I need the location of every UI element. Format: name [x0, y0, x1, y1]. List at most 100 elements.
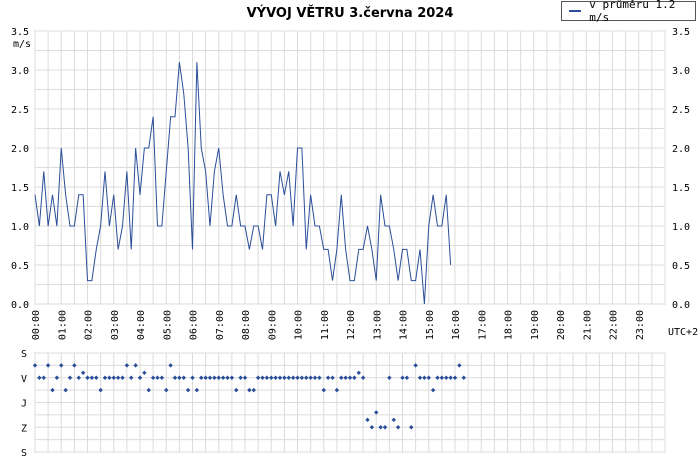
direction-point — [203, 375, 208, 380]
direction-point — [76, 375, 81, 380]
wind-speed-plot: 0.0 0.0 0.5 0.5 1.0 1.0 1.5 1.5 2.0 2.0 2.5 2.5 3.0 3… — [11, 27, 690, 340]
direction-point — [124, 363, 130, 368]
x-tick-label: 20:00 — [556, 310, 567, 340]
direction-point — [229, 375, 235, 380]
direction-point — [32, 363, 38, 368]
direction-point — [247, 387, 252, 393]
direction-point — [448, 375, 453, 380]
y-tick-label-left: 3.0 — [11, 66, 29, 77]
x-tick-label: 15:00 — [425, 310, 436, 340]
direction-point — [422, 375, 427, 380]
x-tick-label: 16:00 — [451, 310, 462, 340]
direction-point — [312, 375, 318, 380]
direction-point — [334, 387, 340, 393]
direction-point — [356, 370, 361, 375]
x-tick-label: 19:00 — [530, 310, 541, 340]
direction-point — [159, 375, 165, 380]
y-tick-label-right: 1.0 — [672, 222, 690, 233]
direction-point — [63, 387, 68, 393]
direction-point — [107, 375, 112, 380]
direction-point — [238, 375, 243, 380]
direction-point — [435, 375, 440, 380]
direction-point — [277, 375, 283, 380]
x-tick-label: 18:00 — [504, 310, 515, 340]
direction-point — [194, 387, 200, 393]
direction-point — [142, 370, 147, 375]
direction-point — [146, 387, 151, 393]
direction-point — [59, 363, 64, 368]
direction-point — [181, 375, 186, 380]
direction-point — [395, 425, 401, 430]
direction-point — [325, 375, 331, 380]
direction-point — [50, 387, 55, 393]
direction-point — [37, 375, 42, 380]
direction-point — [172, 375, 178, 380]
legend-text: v průměru 1.2 m/s — [589, 0, 676, 24]
direction-point — [404, 375, 410, 380]
direction-point — [400, 375, 405, 380]
direction-point — [72, 363, 77, 368]
direction-point — [225, 375, 230, 380]
direction-point — [168, 363, 173, 368]
direction-point — [264, 375, 270, 380]
legend-line-icon — [569, 10, 582, 12]
x-tick-label: 23:00 — [635, 310, 646, 340]
direction-point — [137, 375, 143, 380]
direction-point — [89, 375, 95, 380]
chart-title: VÝVOJ VĚTRU 3.června 2024 — [247, 5, 454, 21]
direction-point — [255, 375, 261, 380]
direction-point — [339, 375, 344, 380]
direction-point — [387, 375, 392, 380]
direction-point — [365, 417, 370, 423]
direction-point — [115, 375, 121, 380]
x-tick-label: 22:00 — [609, 310, 620, 340]
direction-point — [304, 375, 309, 380]
direction-point — [273, 375, 278, 380]
direction-point — [269, 375, 274, 380]
direction-point — [308, 375, 313, 380]
direction-point — [295, 375, 300, 380]
x-tick-label: 11:00 — [320, 310, 331, 340]
direction-point — [457, 363, 462, 368]
direction-tick-label: S — [21, 448, 27, 459]
direction-point — [374, 410, 379, 415]
direction-point — [185, 387, 191, 393]
x-tick-label: 07:00 — [215, 310, 226, 340]
direction-point — [378, 425, 383, 430]
direction-point — [80, 370, 86, 375]
direction-point — [207, 375, 213, 380]
direction-point — [242, 375, 248, 380]
direction-point — [317, 375, 322, 380]
x-tick-label: 09:00 — [267, 310, 278, 340]
direction-point — [330, 375, 335, 380]
direction-point — [360, 375, 366, 380]
direction-point — [85, 375, 90, 380]
direction-point — [452, 375, 458, 380]
direction-point — [290, 375, 296, 380]
x-tick-label: 21:00 — [582, 310, 593, 340]
direction-point — [409, 425, 414, 430]
y-tick-label-right: 0.0 — [672, 300, 690, 311]
direction-point — [129, 375, 134, 380]
y-tick-label-right: 2.0 — [672, 144, 690, 155]
x-tick-label: 14:00 — [399, 310, 410, 340]
direction-point — [391, 417, 396, 423]
direction-point — [155, 375, 160, 380]
y-tick-label-left: 3.5 — [11, 27, 29, 38]
direction-point — [199, 375, 204, 380]
wind-direction-plot: S V J Z S — [21, 349, 666, 459]
direction-point — [343, 375, 348, 380]
direction-point — [417, 375, 423, 380]
x-tick-label: 02:00 — [84, 310, 95, 340]
direction-point — [150, 375, 156, 380]
direction-point — [120, 375, 125, 380]
direction-point — [461, 375, 466, 380]
y-tick-label-left: 2.5 — [11, 105, 29, 116]
y-tick-label-right: 2.5 — [672, 105, 690, 116]
direction-point — [352, 375, 357, 380]
direction-point — [299, 375, 305, 380]
x-tick-label: 04:00 — [136, 310, 147, 340]
direction-point — [430, 387, 436, 393]
direction-point — [234, 387, 239, 393]
